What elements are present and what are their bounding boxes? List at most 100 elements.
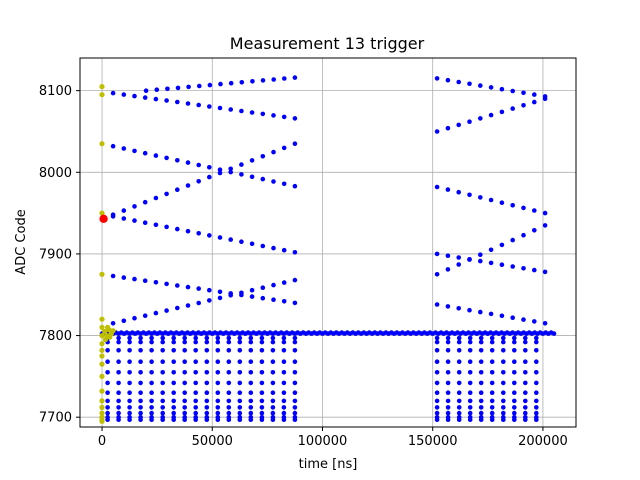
data-point	[292, 277, 298, 283]
data-point	[488, 197, 494, 203]
data-point	[512, 390, 517, 396]
data-point	[116, 370, 121, 375]
data-point	[478, 390, 484, 396]
data-point	[534, 410, 539, 416]
data-point	[215, 390, 221, 396]
data-point	[127, 390, 132, 396]
data-point	[105, 348, 110, 353]
data-point	[215, 335, 221, 341]
data-point	[193, 359, 198, 365]
data-point	[259, 348, 265, 353]
data-point	[478, 83, 483, 88]
data-point	[193, 410, 198, 416]
data-point	[501, 410, 506, 416]
data-point	[175, 187, 180, 192]
data-point	[248, 414, 254, 420]
data-point	[292, 348, 298, 353]
data-point	[259, 359, 265, 365]
data-point	[467, 398, 473, 404]
data-point	[171, 405, 176, 410]
data-point	[445, 77, 451, 83]
data-point	[467, 335, 473, 341]
data-point	[523, 339, 528, 345]
data-point	[228, 237, 233, 242]
data-point	[281, 335, 287, 341]
data-point	[534, 390, 539, 396]
data-point	[160, 335, 165, 341]
data-point	[456, 370, 462, 375]
data-point	[171, 370, 176, 375]
data-point	[116, 390, 121, 396]
data-point	[207, 174, 212, 180]
data-point	[153, 310, 159, 316]
data-point	[248, 410, 254, 416]
data-point	[121, 146, 127, 151]
data-point	[445, 348, 451, 353]
data-point	[239, 239, 244, 244]
data-point	[160, 414, 165, 420]
data-point	[217, 105, 223, 111]
data-point	[292, 250, 298, 255]
data-point	[523, 410, 528, 416]
data-point	[237, 348, 243, 353]
data-point	[121, 275, 127, 280]
data-point	[281, 380, 287, 386]
data-point	[434, 272, 440, 277]
data-point	[193, 405, 198, 410]
data-point	[116, 380, 121, 386]
data-point	[445, 410, 451, 416]
data-point	[456, 390, 462, 396]
data-point	[467, 370, 473, 375]
data-point	[185, 160, 191, 165]
chart-title: Measurement 13 trigger	[230, 34, 425, 53]
data-point	[501, 414, 506, 420]
data-point	[510, 315, 515, 321]
data-point	[228, 107, 233, 112]
data-point	[193, 370, 198, 375]
pretrigger-point	[99, 418, 105, 424]
data-point	[445, 370, 451, 375]
data-point	[138, 398, 143, 404]
x-tick-label: 50000	[192, 434, 233, 449]
data-point	[467, 410, 473, 416]
data-point	[132, 204, 137, 209]
data-point	[142, 150, 148, 156]
data-point	[132, 148, 137, 154]
data-point	[281, 348, 287, 353]
data-point	[171, 348, 176, 353]
data-point	[499, 262, 505, 268]
data-point	[281, 247, 287, 253]
pretrigger-point	[102, 337, 108, 343]
data-point	[171, 380, 176, 386]
data-point	[456, 79, 462, 85]
data-point	[512, 339, 517, 345]
data-point	[138, 410, 143, 416]
data-point	[271, 297, 276, 303]
data-point	[434, 76, 440, 81]
data-point	[467, 257, 472, 262]
data-point	[165, 86, 170, 92]
data-point	[164, 191, 169, 197]
data-point	[512, 348, 517, 353]
data-point	[281, 410, 287, 416]
data-point	[489, 405, 495, 410]
data-point	[512, 405, 517, 410]
pretrigger-point	[99, 210, 105, 216]
data-point	[105, 405, 110, 410]
data-point	[478, 414, 484, 420]
data-point	[171, 339, 176, 345]
data-point	[127, 335, 132, 341]
data-point	[160, 398, 165, 404]
data-point	[160, 348, 165, 353]
data-point	[434, 410, 440, 416]
plot-points	[99, 75, 557, 424]
data-point	[175, 158, 180, 163]
data-point	[523, 390, 528, 396]
data-point	[271, 282, 276, 288]
data-point	[501, 335, 506, 341]
data-point	[434, 359, 440, 365]
data-point	[132, 276, 137, 282]
data-point	[193, 335, 198, 341]
data-point	[138, 370, 143, 375]
data-point	[204, 370, 210, 375]
